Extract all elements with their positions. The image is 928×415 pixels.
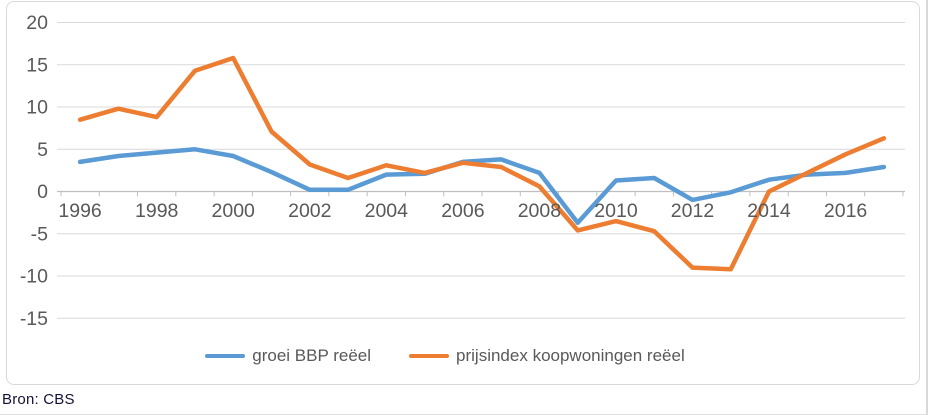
svg-text:5: 5 <box>37 139 48 161</box>
series-line-groei-bbp-re-el <box>77 147 887 226</box>
svg-text:2016: 2016 <box>824 200 867 222</box>
svg-text:10: 10 <box>26 97 48 119</box>
svg-text:2000: 2000 <box>212 200 256 222</box>
svg-text:-5: -5 <box>31 223 48 245</box>
y-tick-labels: 20 15 10 5 0 -5 -10 -15 <box>20 12 48 330</box>
svg-text:2012: 2012 <box>671 200 714 222</box>
y-gridlines <box>57 22 905 319</box>
svg-text:15: 15 <box>26 54 48 76</box>
svg-text:2008: 2008 <box>518 200 561 222</box>
svg-text:20: 20 <box>26 12 48 34</box>
series-line-prijsindex-koopwoningen-re-el <box>77 55 887 272</box>
legend-line-swatch-orange <box>409 353 450 359</box>
legend-item-prijsindex: prijsindex koopwoningen reëel <box>409 346 685 366</box>
svg-text:2014: 2014 <box>747 200 791 222</box>
chart-legend: groei BBP reëel prijsindex koopwoningen … <box>0 346 901 366</box>
svg-text:-10: -10 <box>20 266 48 288</box>
legend-item-groei-bbp: groei BBP reëel <box>205 346 371 366</box>
source-note: Bron: CBS <box>2 391 75 408</box>
svg-text:2002: 2002 <box>288 200 331 222</box>
x-axis-line <box>57 190 905 197</box>
svg-text:1998: 1998 <box>135 200 178 222</box>
legend-label-prijsindex: prijsindex koopwoningen reëel <box>456 346 685 365</box>
x-tick-labels: 1996 1998 2000 2002 2004 2006 2008 2010 2012 2014… <box>58 200 867 222</box>
legend-line-swatch-blue <box>205 353 246 359</box>
line-chart-plot: 20 15 10 5 0 -5 -10 -15 1996 1998 2000 2002 2004 2006… <box>20 12 905 330</box>
svg-text:-15: -15 <box>20 308 48 330</box>
svg-text:1996: 1996 <box>58 200 101 222</box>
svg-text:2006: 2006 <box>441 200 484 222</box>
svg-text:2004: 2004 <box>365 200 409 222</box>
sheet-right-gridline <box>926 0 928 415</box>
svg-text:2010: 2010 <box>594 200 638 222</box>
legend-label-groei-bbp: groei BBP reëel <box>252 346 372 365</box>
svg-text:0: 0 <box>37 181 48 203</box>
